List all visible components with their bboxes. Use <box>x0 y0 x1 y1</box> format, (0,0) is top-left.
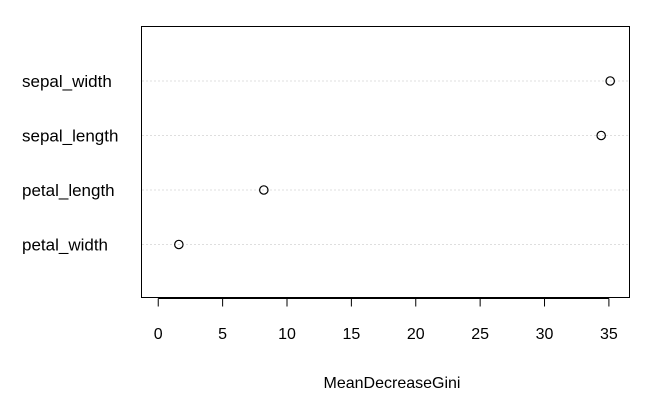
data-point-petal-length <box>259 185 269 195</box>
data-point-petal-width <box>174 239 184 250</box>
x-axis: 0 5 10 15 20 25 30 35 <box>154 298 618 343</box>
x-tick-label-20: 20 <box>407 326 425 343</box>
row-labels: sepal_width sepal_length petal_lengthpetal… <box>22 72 118 255</box>
row-label-petal-length: petal_length <box>22 181 115 200</box>
data-points <box>174 76 615 250</box>
row-label-sepal-length: sepal_length <box>22 127 118 146</box>
x-tick-label-15: 15 <box>342 326 360 343</box>
data-point-sepal-length <box>596 130 606 141</box>
x-tick-label-25: 25 <box>471 326 489 343</box>
x-tick-label-30: 30 <box>536 326 554 343</box>
x-tick-label-5: 5 <box>218 326 227 343</box>
plot-frame <box>141 26 630 298</box>
guide-lines <box>142 80 629 245</box>
x-tick-label-35: 35 <box>600 326 618 343</box>
data-point-sepal-width <box>605 76 615 86</box>
row-label-sepal-width: sepal_width <box>22 72 112 91</box>
row-label-petal-width: petal_width <box>22 236 108 255</box>
x-axis-title: MeanDecreaseGini <box>324 375 461 392</box>
x-tick-label-0: 0 <box>154 326 163 343</box>
x-tick-label-10: 10 <box>278 326 296 343</box>
